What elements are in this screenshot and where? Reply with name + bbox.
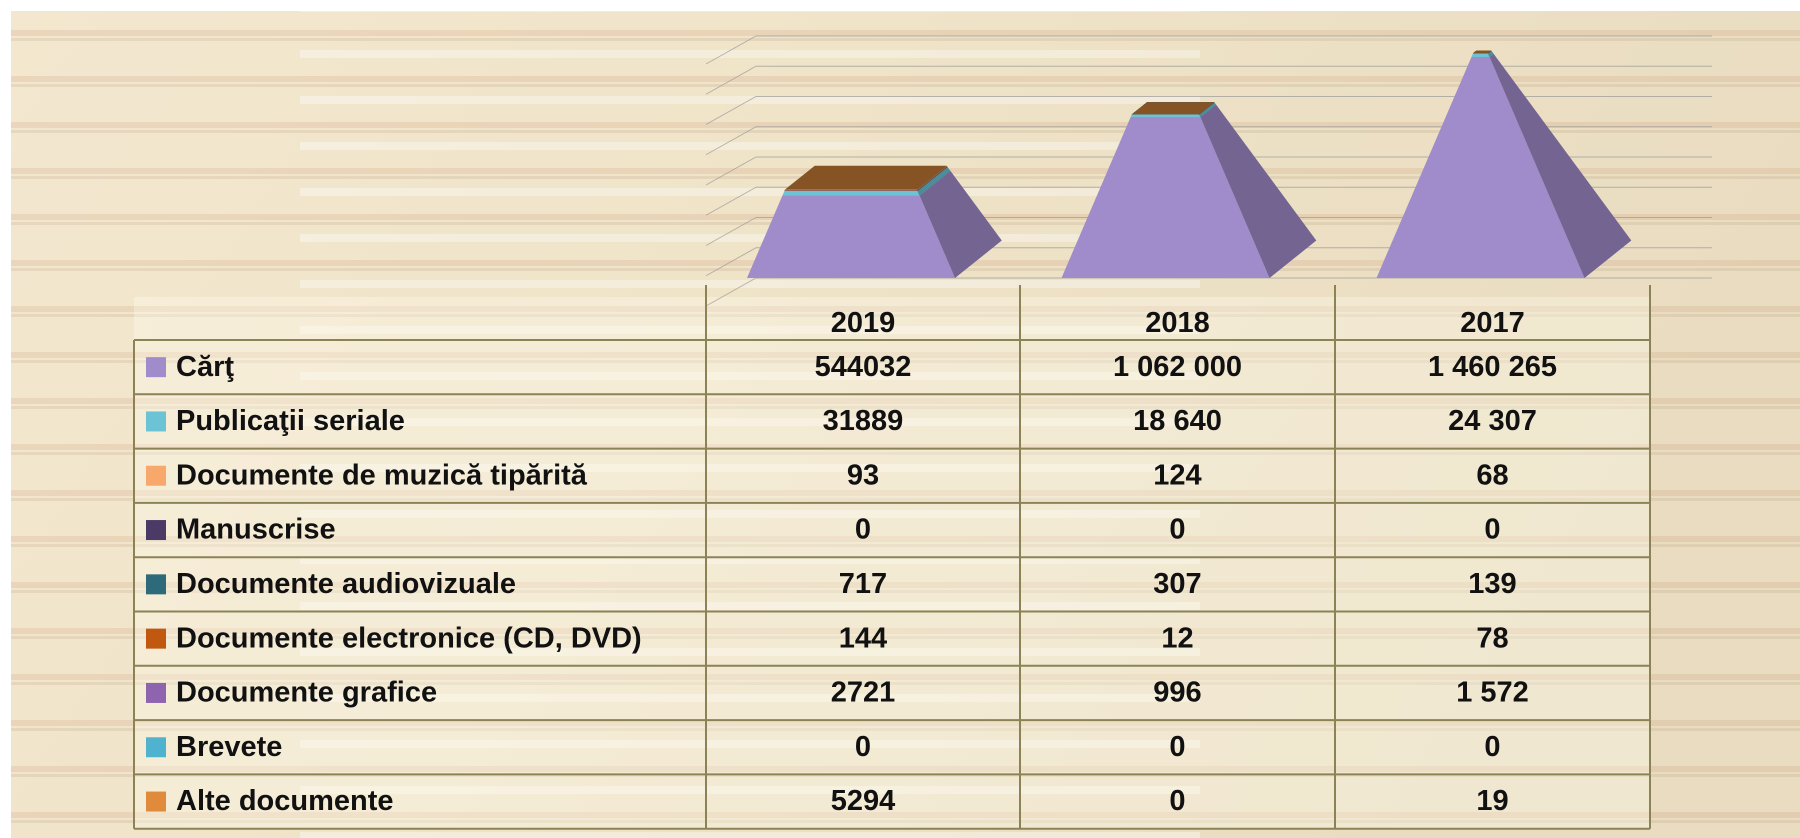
legend-key [146, 683, 166, 703]
segment-front [1471, 53, 1489, 57]
table-value: 0 [1169, 731, 1185, 763]
table-value: 307 [1153, 568, 1201, 600]
legend-key [146, 629, 166, 649]
legend-label: Alte documente [176, 785, 394, 817]
table-value: 93 [847, 459, 879, 491]
table-value: 12 [1161, 622, 1193, 654]
table-value: 996 [1153, 677, 1201, 709]
table-value: 1 062 000 [1113, 351, 1242, 383]
legend-label: Documente audiovizuale [176, 568, 516, 600]
legend-label: Publicaţii seriale [176, 405, 405, 437]
table-value: 1 460 265 [1428, 351, 1557, 383]
table-value: 2721 [831, 677, 896, 709]
legend-key [146, 357, 166, 377]
table-value: 0 [1484, 514, 1500, 546]
table-value: 0 [855, 514, 871, 546]
table-value: 144 [839, 622, 887, 654]
legend-label: Documente grafice [176, 677, 437, 709]
segment-front [1131, 115, 1201, 118]
table-value: 18 640 [1133, 405, 1222, 437]
table-value: 24 307 [1448, 405, 1537, 437]
legend-key [146, 520, 166, 540]
table-value: 0 [1484, 731, 1500, 763]
legend-key [146, 411, 166, 431]
column-header: 2018 [1145, 307, 1210, 339]
table-value: 78 [1476, 622, 1508, 654]
column-header: 2017 [1460, 307, 1525, 339]
table-value: 544032 [815, 351, 912, 383]
segment-front [782, 191, 919, 196]
legend-label: Documente de muzică tipărită [176, 459, 588, 491]
table-value: 31889 [823, 405, 904, 437]
table-value: 19 [1476, 785, 1508, 817]
legend-key [146, 466, 166, 486]
page: 2019 2018 2017 Cărţ 544032 1 062 000 1 460 265… [0, 0, 1800, 838]
column-header: 2019 [831, 307, 896, 339]
table-value: 0 [1169, 514, 1185, 546]
table-value: 139 [1468, 568, 1516, 600]
legend-label: Brevete [176, 731, 282, 763]
table-value: 717 [839, 568, 887, 600]
legend-key [146, 792, 166, 812]
legend-label: Manuscrise [176, 514, 336, 546]
legend-key [146, 574, 166, 594]
table-value: 68 [1476, 459, 1508, 491]
legend-label: Cărţ [176, 351, 234, 383]
table-value: 1 572 [1456, 677, 1529, 709]
segment-front [785, 190, 918, 191]
table-value: 0 [1169, 785, 1185, 817]
legend-key [146, 737, 166, 757]
table-value: 124 [1153, 459, 1201, 491]
legend-label: Documente electronice (CD, DVD) [176, 622, 642, 654]
table-value: 5294 [831, 785, 896, 817]
table-value: 0 [855, 731, 871, 763]
chart: 2019 2018 2017 Cărţ 544032 1 062 000 1 460 265… [0, 0, 1800, 838]
segment-front [747, 196, 955, 278]
